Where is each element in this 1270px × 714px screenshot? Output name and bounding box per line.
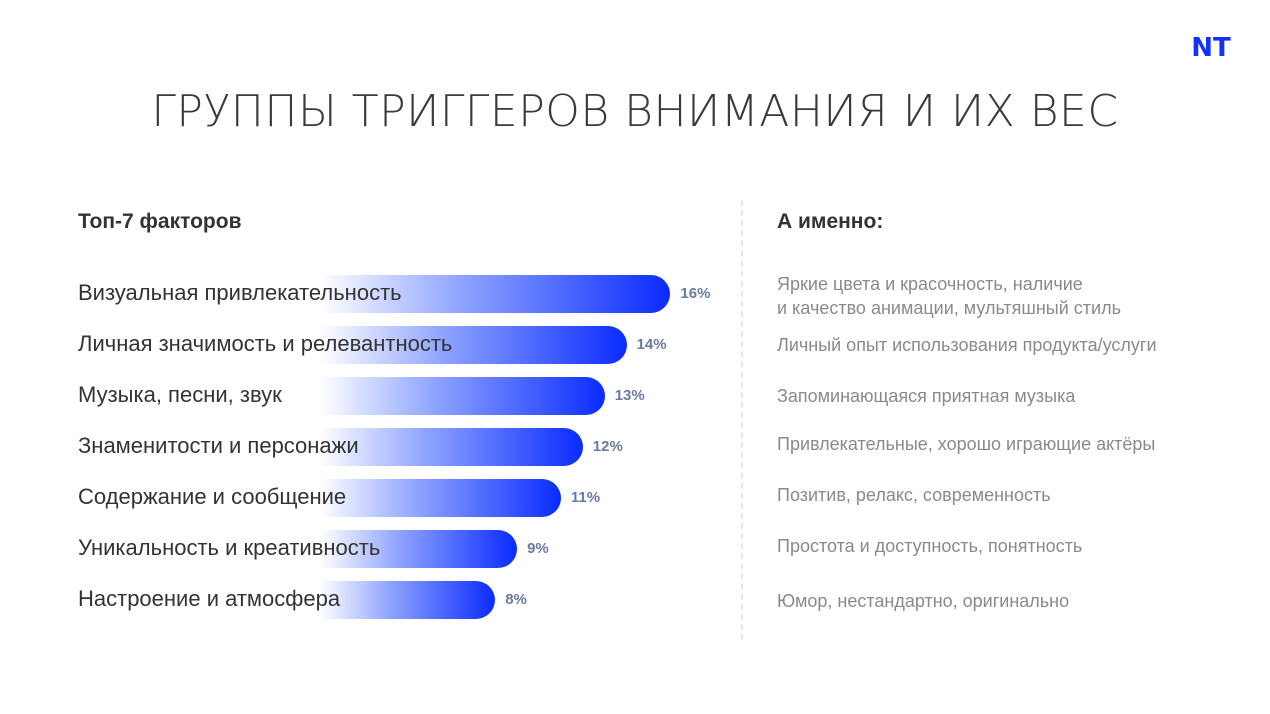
factor-row: Визуальная привлекательность 16% [0, 274, 1270, 314]
factor-row: Настроение и атмосфера 8% [0, 580, 1270, 620]
factor-note-line: Простота и доступность, понятность [777, 536, 1083, 556]
factor-note: Запоминающаяся приятная музыка [777, 384, 1075, 408]
factor-percent: 16% [680, 285, 711, 302]
logo-text: NT [1191, 33, 1231, 59]
factor-bar [320, 581, 496, 619]
factor-label: Содержание и сообщение [78, 484, 347, 509]
right-heading: А именно: [777, 210, 884, 233]
factor-label: Музыка, песни, звук [78, 382, 282, 407]
factor-row: Уникальность и креативность 9% [0, 529, 1270, 569]
factor-percent: 14% [636, 336, 667, 353]
factor-note: Яркие цвета и красочность, наличие и каче… [777, 272, 1121, 320]
factor-bar [320, 275, 671, 313]
factor-note-line: Яркие цвета и красочность, наличие [777, 274, 1083, 294]
factor-percent: 11% [570, 489, 601, 506]
page-title: ГРУППЫ ТРИГГЕРОВ ВНИМАНИЯ И ИХ ВЕС [151, 86, 1119, 137]
left-heading: Топ-7 факторов [78, 210, 242, 233]
factor-note-line: и качество анимации, мультяшный стиль [777, 298, 1121, 318]
factor-row: Содержание и сообщение 11% [0, 478, 1270, 518]
factor-row: Музыка, песни, звук 13% [0, 376, 1270, 416]
factor-note-line: Привлекательные, хорошо играющие актёры [777, 434, 1156, 454]
factor-note: Юмор, нестандартно, оригинально [777, 589, 1069, 613]
factor-percent: 8% [505, 591, 527, 608]
factor-note-line: Запоминающаяся приятная музыка [777, 386, 1076, 406]
factor-note-line: Юмор, нестандартно, оригинально [777, 591, 1070, 611]
factor-label: Уникальность и креативность [78, 535, 381, 560]
factor-note: Простота и доступность, понятность [777, 534, 1082, 558]
column-divider [741, 200, 743, 640]
factor-bar [320, 377, 605, 415]
factor-label: Визуальная привлекательность [78, 280, 402, 305]
factor-percent: 12% [592, 438, 623, 455]
factor-note-line: Личный опыт использования продукта/услуг… [777, 335, 1157, 355]
factor-bar [320, 428, 583, 466]
factor-note: Привлекательные, хорошо играющие актёры [777, 432, 1155, 456]
factor-bar [320, 479, 561, 517]
factor-bar [320, 530, 518, 568]
factor-row: Личная значимость и релевантность 14% [0, 325, 1270, 365]
nt-logo: NT [1191, 33, 1231, 59]
factor-percent: 13% [614, 387, 645, 404]
factor-note-line: Позитив, релакс, современность [777, 485, 1051, 505]
factor-note: Позитив, релакс, современность [777, 483, 1051, 507]
factor-label: Настроение и атмосфера [78, 586, 341, 611]
factor-note: Личный опыт использования продукта/услуг… [777, 333, 1157, 357]
factor-label: Знаменитости и персонажи [78, 433, 359, 458]
factor-label: Личная значимость и релевантность [78, 331, 453, 356]
factor-percent: 9% [527, 540, 549, 557]
factor-bar [320, 326, 627, 364]
factor-row: Знаменитости и персонажи 12% [0, 427, 1270, 467]
